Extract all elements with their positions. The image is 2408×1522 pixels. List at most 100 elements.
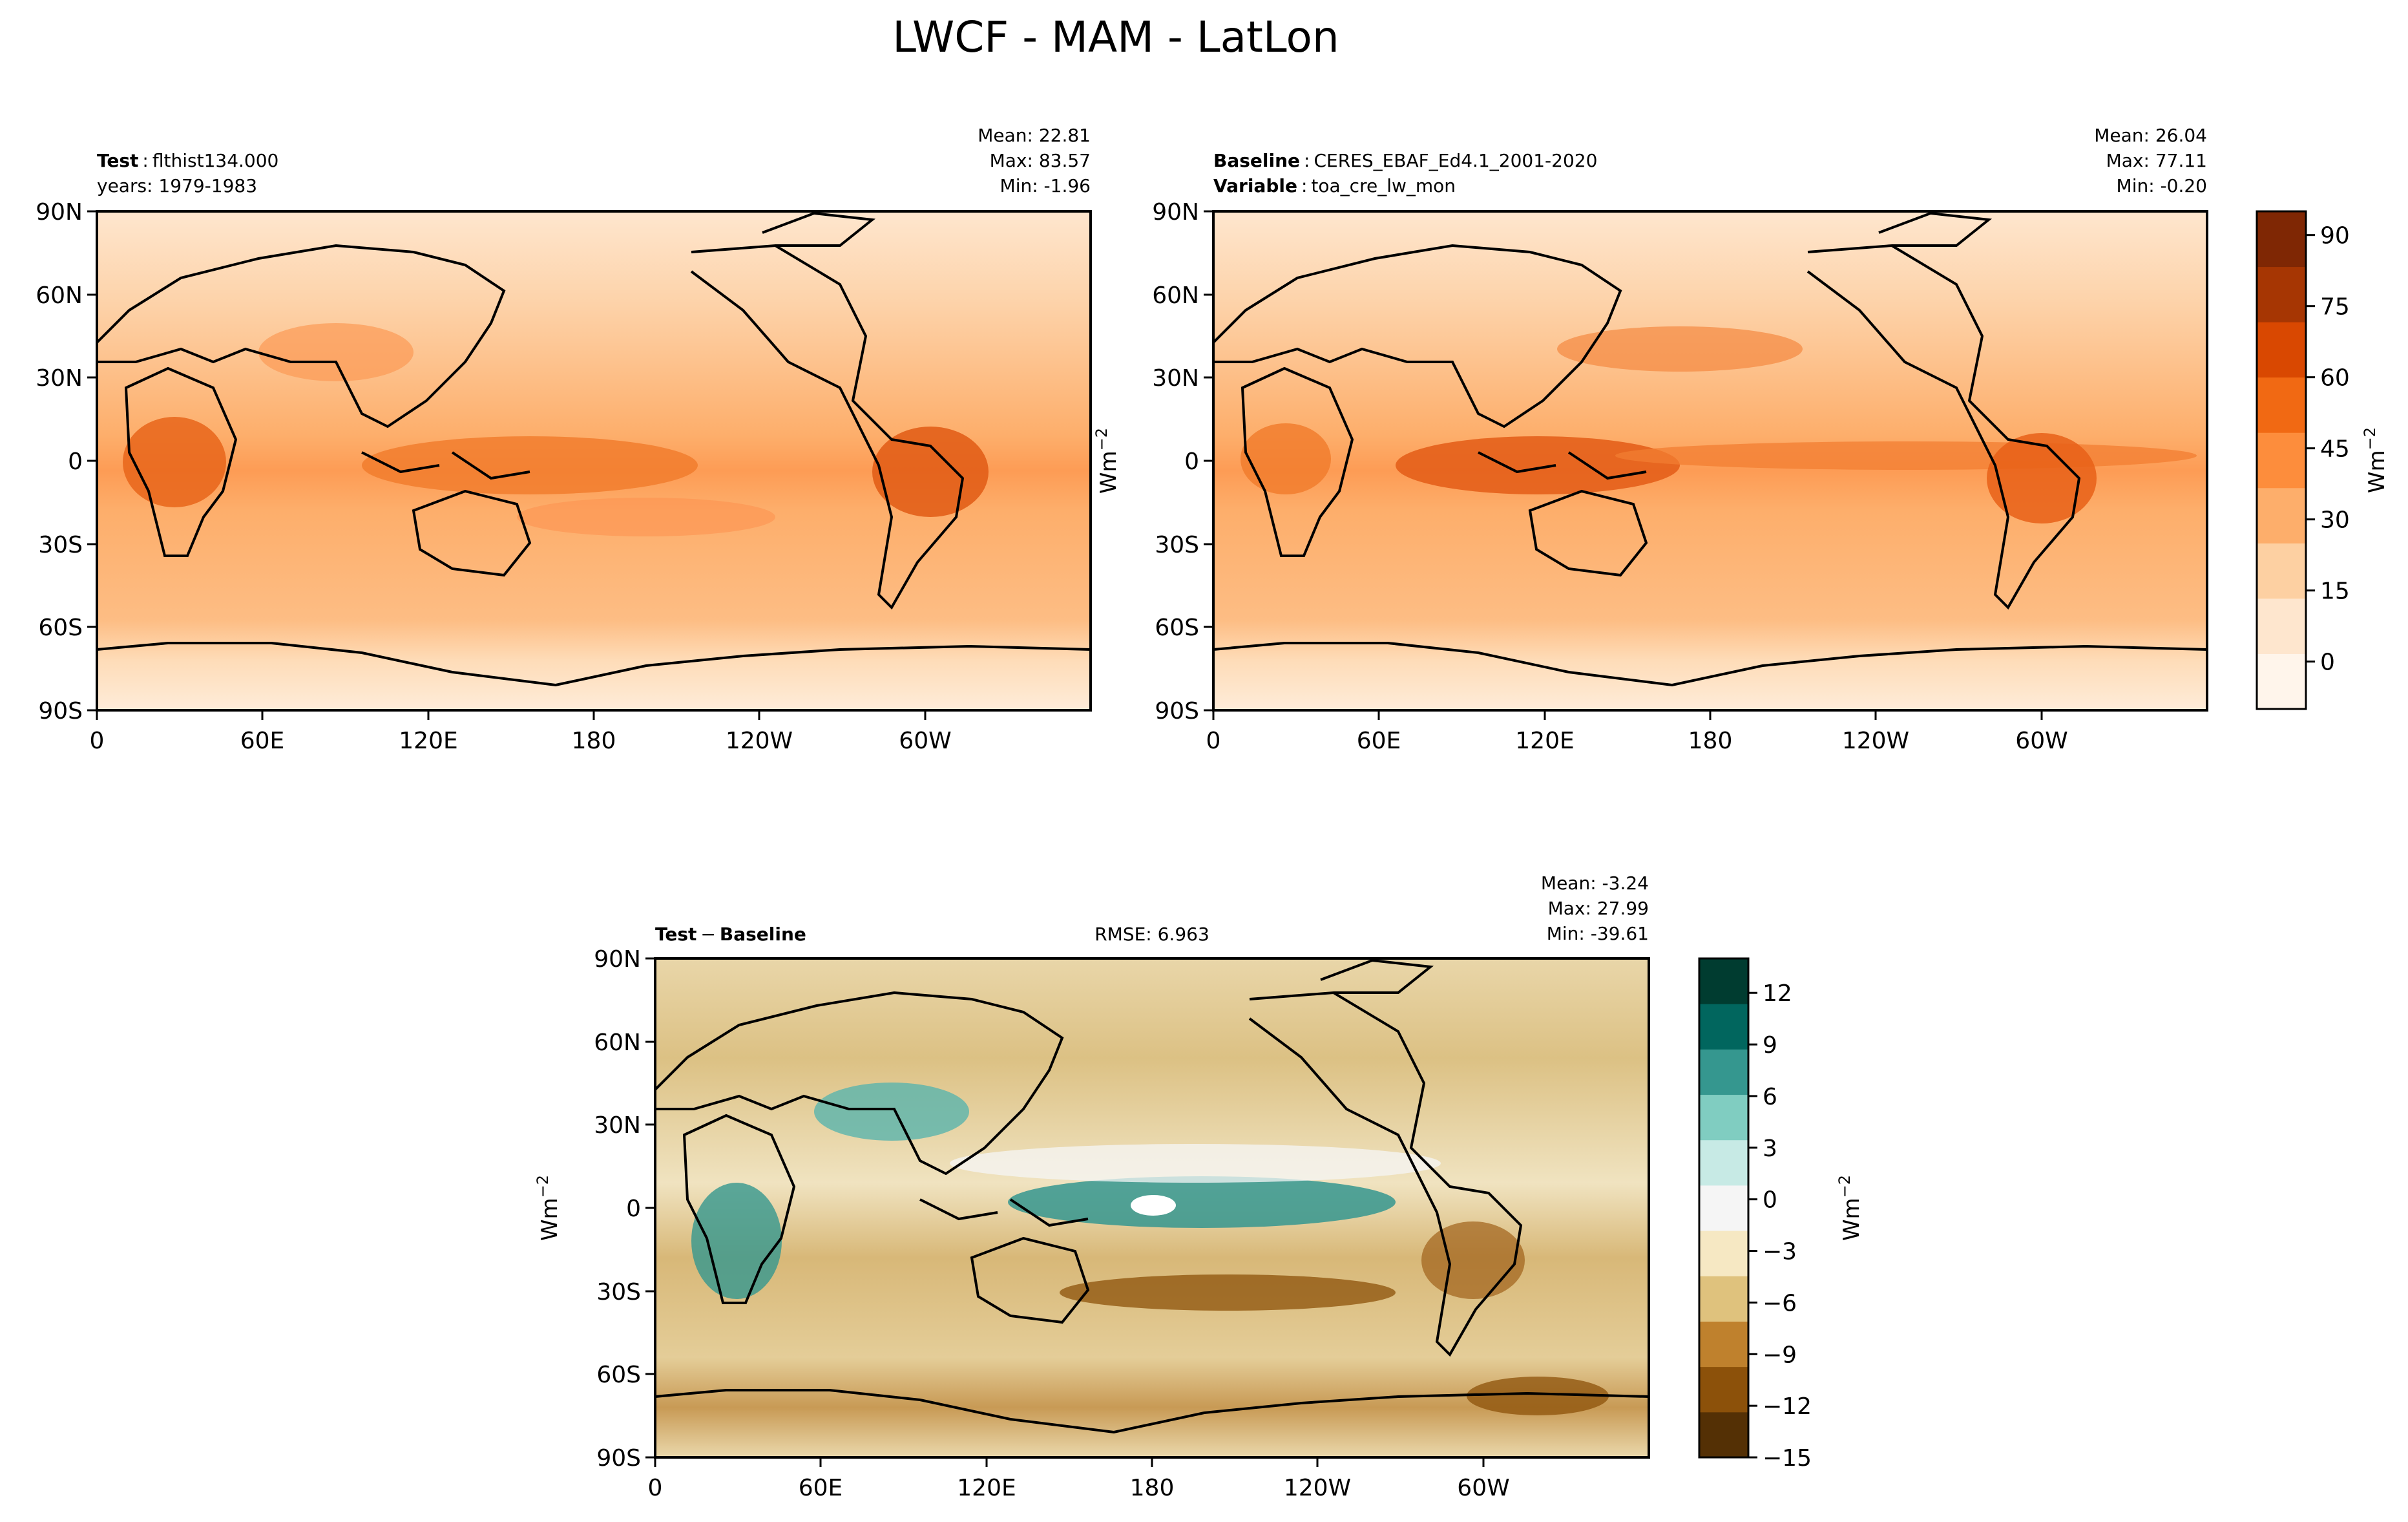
bottom-colorbar-tick-label: 3 bbox=[1763, 1136, 1777, 1162]
difference-field-white-band bbox=[950, 1144, 1441, 1183]
top-colorbar-segment bbox=[2257, 377, 2306, 433]
test-x-axis: 0 60E 120E 180 120W 60W bbox=[90, 710, 952, 754]
top-colorbar-tick-label: 15 bbox=[2320, 578, 2350, 605]
bottom-colorbar: 12 9 6 3 0 −3 −6 −9 −12 −15 Wm−2 bbox=[1698, 957, 1865, 1472]
top-colorbar-segment bbox=[2257, 266, 2306, 322]
test-y-tick: 0 bbox=[68, 449, 83, 475]
difference-title: Test − Baseline bbox=[655, 924, 806, 945]
top-colorbar-ticks: 90 75 60 45 30 15 0 bbox=[2306, 223, 2350, 676]
test-stat-min: Min: -1.96 bbox=[1000, 175, 1091, 196]
baseline-title-line2: Variable: toa_cre_lw_mon bbox=[1213, 175, 1456, 196]
top-colorbar-segment bbox=[2257, 598, 2306, 654]
baseline-field-warmpool-max bbox=[1396, 436, 1680, 494]
difference-field-teal-pacific bbox=[1008, 1176, 1396, 1228]
difference-x-axis: 0 60E 120E 180 120W 60W bbox=[648, 1457, 1510, 1501]
top-colorbar-frame bbox=[2256, 210, 2307, 710]
baseline-x-tick: 60E bbox=[1357, 728, 1401, 754]
top-colorbar-tick-label: 30 bbox=[2320, 507, 2350, 534]
difference-x-tick: 120W bbox=[1284, 1475, 1351, 1501]
bottom-colorbar-segment bbox=[1699, 1276, 1748, 1322]
top-colorbar-label-exp: −2 bbox=[2361, 427, 2379, 450]
top-colorbar-segment bbox=[2257, 432, 2306, 489]
test-coastlines bbox=[96, 211, 1091, 687]
difference-x-tick: 0 bbox=[648, 1475, 663, 1501]
top-colorbar-segment bbox=[2257, 653, 2306, 710]
bottom-colorbar-tick-label: −3 bbox=[1763, 1239, 1797, 1265]
baseline-y-tick: 0 bbox=[1184, 449, 1199, 475]
difference-y-axis: 90N 60N 30N 0 30S 60S 90S bbox=[594, 946, 655, 1472]
bottom-colorbar-segment bbox=[1699, 1094, 1748, 1141]
baseline-stat-max: Max: 77.11 bbox=[2106, 150, 2207, 171]
baseline-title-sep: : bbox=[1304, 150, 1310, 171]
bottom-colorbar-tick-label: 0 bbox=[1763, 1187, 1777, 1214]
baseline-panel: Baseline: CERES_EBAF_Ed4.1_2001-2020 Vari… bbox=[1152, 125, 2390, 754]
top-colorbar-segment bbox=[2257, 211, 2306, 268]
figure-title: LWCF - MAM - LatLon bbox=[892, 12, 1339, 62]
baseline-x-axis: 0 60E 120E 180 120W 60W bbox=[1206, 710, 2068, 754]
difference-panel: Test − Baseline RMSE: 6.963 Mean: -3.24 Ma… bbox=[534, 872, 1865, 1501]
difference-ylabel-units: Wm bbox=[537, 1198, 563, 1241]
test-title-case: flthist134.000 bbox=[152, 150, 279, 171]
baseline-x-tick: 60W bbox=[2015, 728, 2068, 754]
top-colorbar-tick-label: 60 bbox=[2320, 365, 2350, 392]
difference-y-tick: 30N bbox=[594, 1112, 641, 1139]
bottom-colorbar-tick-label: −12 bbox=[1763, 1393, 1812, 1420]
bottom-colorbar-tick-label: −15 bbox=[1763, 1445, 1812, 1472]
difference-x-tick: 180 bbox=[1130, 1475, 1175, 1501]
difference-title-baseline: Baseline bbox=[720, 924, 806, 945]
baseline-stat-mean: Mean: 26.04 bbox=[2094, 125, 2207, 146]
baseline-coastlines bbox=[1212, 211, 2208, 687]
test-ylabel-exp: −2 bbox=[1093, 428, 1111, 450]
difference-rmse: RMSE: 6.963 bbox=[1094, 924, 1209, 945]
difference-y-tick: 60S bbox=[596, 1362, 641, 1388]
top-colorbar-segment bbox=[2257, 322, 2306, 378]
test-y-tick: 60S bbox=[38, 615, 83, 641]
baseline-y-tick: 90N bbox=[1152, 199, 1199, 226]
baseline-x-tick: 120E bbox=[1515, 728, 1574, 754]
difference-field-brown-amazon bbox=[1421, 1221, 1525, 1299]
top-colorbar-segment bbox=[2257, 543, 2306, 599]
top-colorbar-tick-label: 75 bbox=[2320, 294, 2350, 321]
baseline-field-kuroshio bbox=[1557, 326, 1803, 372]
bottom-colorbar-segment bbox=[1699, 1411, 1748, 1458]
test-map-field bbox=[97, 211, 1091, 710]
bottom-colorbar-label-units: Wm bbox=[1839, 1198, 1865, 1241]
baseline-title-dataset: CERES_EBAF_Ed4.1_2001-2020 bbox=[1314, 150, 1597, 171]
top-colorbar-tick-label: 45 bbox=[2320, 436, 2350, 463]
baseline-map-field bbox=[1213, 211, 2207, 710]
difference-stat-mean: Mean: -3.24 bbox=[1541, 872, 1649, 894]
baseline-field-amazon bbox=[1987, 433, 2097, 523]
baseline-variable-name: toa_cre_lw_mon bbox=[1311, 175, 1456, 196]
test-x-tick: 120E bbox=[399, 728, 457, 754]
bottom-colorbar-tick-label: −9 bbox=[1763, 1342, 1797, 1368]
top-colorbar-tick-label: 90 bbox=[2320, 223, 2350, 249]
test-y-tick: 90S bbox=[38, 698, 83, 724]
test-ylabel: Wm−2 bbox=[1093, 428, 1122, 494]
baseline-title-bold: Baseline bbox=[1213, 150, 1300, 171]
baseline-x-tick: 120W bbox=[1842, 728, 1909, 754]
bottom-colorbar-segment bbox=[1699, 1366, 1748, 1413]
test-field-warmpool bbox=[362, 436, 698, 494]
top-colorbar-segments bbox=[2257, 211, 2306, 710]
top-colorbar-segment bbox=[2257, 487, 2306, 544]
test-field-spcz bbox=[517, 498, 775, 536]
bottom-colorbar-frame bbox=[1698, 957, 1750, 1459]
difference-y-tick: 90N bbox=[594, 946, 641, 973]
difference-stat-max: Max: 27.99 bbox=[1548, 898, 1649, 919]
test-x-tick: 180 bbox=[572, 728, 616, 754]
bottom-colorbar-segment bbox=[1699, 1185, 1748, 1231]
baseline-variable-bold: Variable bbox=[1213, 175, 1297, 196]
test-panel: Test: flthist134.000 years: 1979-1983 Mea… bbox=[36, 125, 1122, 754]
bottom-colorbar-ticks: 12 9 6 3 0 −3 −6 −9 −12 −15 bbox=[1748, 980, 1812, 1472]
bottom-colorbar-tick-label: 12 bbox=[1763, 980, 1792, 1007]
bottom-colorbar-segment bbox=[1699, 1231, 1748, 1276]
baseline-title-line1: Baseline: CERES_EBAF_Ed4.1_2001-2020 bbox=[1213, 150, 1597, 171]
difference-coastlines bbox=[654, 958, 1649, 1434]
bottom-colorbar-segment bbox=[1699, 1321, 1748, 1368]
difference-x-tick: 60W bbox=[1457, 1475, 1509, 1501]
bottom-colorbar-segments bbox=[1699, 958, 1748, 1458]
difference-field-teal-africa bbox=[691, 1183, 782, 1299]
difference-field-brown-south bbox=[1060, 1274, 1396, 1311]
baseline-x-tick: 180 bbox=[1688, 728, 1733, 754]
baseline-y-tick: 60S bbox=[1155, 615, 1199, 641]
